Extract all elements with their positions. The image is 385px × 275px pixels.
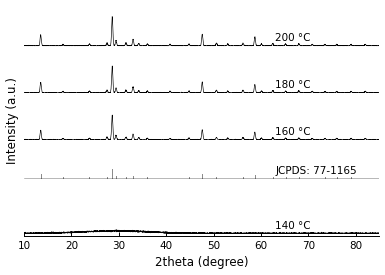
- X-axis label: 2theta (degree): 2theta (degree): [155, 257, 249, 269]
- Text: 140 °C: 140 °C: [275, 221, 311, 231]
- Text: 180 °C: 180 °C: [275, 80, 311, 90]
- Y-axis label: Intensity (a.u.): Intensity (a.u.): [5, 77, 18, 164]
- Text: 200 °C: 200 °C: [275, 33, 311, 43]
- Text: 160 °C: 160 °C: [275, 127, 311, 137]
- Text: JCPDS: 77-1165: JCPDS: 77-1165: [275, 166, 357, 176]
